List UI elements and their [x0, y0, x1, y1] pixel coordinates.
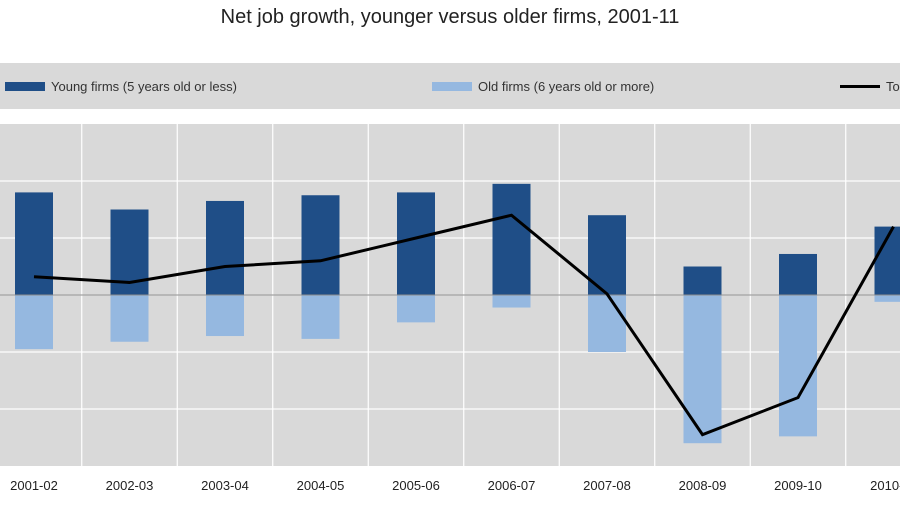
bar-young-2003-04 [206, 200, 244, 295]
x-tick-label-2007-08: 2007-08 [583, 478, 631, 493]
bar-young-2006-07 [492, 183, 531, 295]
bar-old-2007-08 [588, 295, 626, 352]
bar-old-2003-04 [206, 295, 244, 337]
x-tick-label-2008-09: 2008-09 [679, 478, 727, 493]
legend-label-old: Old firms (6 years old or more) [478, 78, 655, 94]
legend-item-total: To [840, 63, 900, 109]
legend-label-young: Young firms (5 years old or less) [51, 78, 237, 94]
x-tick-label-2009-10: 2009-10 [774, 478, 822, 493]
line-total [33, 213, 895, 437]
bar-old-2002-03 [110, 295, 149, 342]
bar-old-2006-07 [492, 295, 531, 308]
bar-old-2008-09 [683, 295, 722, 444]
bar-old-2010-11 [874, 295, 900, 302]
x-tick-label-2006-07: 2006-07 [488, 478, 536, 493]
legend: Young firms (5 years old or less) Old fi… [0, 63, 900, 109]
legend-item-young-firms: Young firms (5 years old or less) [5, 63, 237, 109]
bar-young-2005-06 [397, 192, 435, 295]
x-tick-label-2005-06: 2005-06 [392, 478, 440, 493]
legend-swatch-old [432, 81, 472, 91]
x-tick-label-2004-05: 2004-05 [297, 478, 345, 493]
x-tick-label-2002-03: 2002-03 [106, 478, 154, 493]
bar-young-2009-10 [779, 253, 817, 295]
x-tick-label-2001-02: 2001-02 [10, 478, 58, 493]
bar-old-2004-05 [301, 295, 340, 339]
chart-title: Net job growth, younger versus older fir… [220, 6, 680, 28]
bar-old-2005-06 [397, 295, 435, 323]
legend-swatch-young [5, 81, 45, 91]
legend-item-old-firms: Old firms (6 years old or more) [432, 63, 654, 109]
bar-young-2004-05 [301, 195, 340, 295]
legend-label-total: To [886, 78, 900, 94]
legend-swatch-total [840, 84, 880, 88]
bar-young-2001-02 [15, 192, 53, 295]
bar-young-2008-09 [683, 266, 722, 295]
x-tick-label-2003-04: 2003-04 [201, 478, 249, 493]
x-tick-label-2010-11: 2010-11 [870, 478, 900, 493]
bar-old-2001-02 [15, 295, 53, 350]
bar-old-2009-10 [779, 295, 817, 437]
